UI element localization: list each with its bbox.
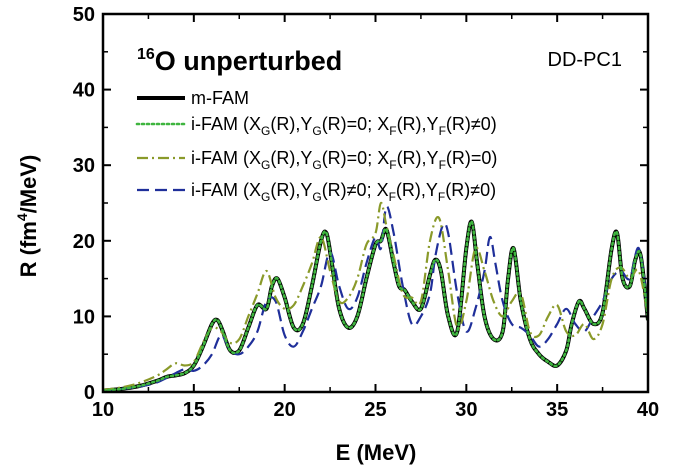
x-tick-label: 30 — [455, 399, 477, 421]
x-tick-label: 10 — [92, 399, 114, 421]
y-axis-label-exponent: 4 — [14, 213, 30, 221]
legend-label-segment: (R),Y — [397, 114, 439, 134]
y-tick-label: 10 — [73, 306, 95, 328]
legend-label-segment: (R),Y — [396, 180, 438, 200]
legend-label-segment: (R)≠0; X — [322, 180, 389, 200]
legend-label-segment: G — [312, 124, 321, 138]
legend-label-segment: F — [439, 124, 446, 138]
legend-label-segment: G — [261, 124, 270, 138]
x-tick-label: 20 — [274, 399, 296, 421]
legend-label-segment: G — [312, 190, 321, 204]
series-line-3 — [103, 205, 648, 392]
x-tick-label: 25 — [364, 399, 386, 421]
legend-label-2: i-FAM (XG(R),YG(R)=0; XF(R),YF(R)=0) — [191, 148, 497, 172]
x-axis-label: E (MeV) — [336, 440, 417, 465]
y-tick-label: 0 — [84, 382, 95, 404]
series-line-2 — [103, 201, 648, 391]
legend-label-segment: G — [261, 190, 270, 204]
y-tick-label: 20 — [73, 231, 95, 253]
legend-label-segment: (R)=0; X — [322, 114, 390, 134]
legend-label-segment: i-FAM (X — [191, 180, 261, 200]
legend-label-segment: m-FAM — [191, 88, 249, 108]
y-axis-label-main: R (fm — [16, 221, 41, 277]
x-tick-label: 15 — [183, 399, 205, 421]
x-tick-label: 35 — [546, 399, 568, 421]
y-axis-label: R (fm4/MeV) — [14, 155, 41, 278]
x-tick-label: 40 — [637, 399, 659, 421]
model-annotation: DD-PC1 — [548, 49, 622, 71]
legend-label-segment: i-FAM (X — [191, 114, 261, 134]
series-line-1 — [103, 220, 648, 392]
y-tick-label: 40 — [73, 80, 95, 102]
panel-title-superscript: 16 — [137, 46, 155, 63]
panel-title-text: O unperturbed — [155, 46, 343, 76]
legend-label-1: i-FAM (XG(R),YG(R)=0; XF(R),YF(R)≠0) — [191, 114, 497, 138]
legend-label-segment: (R)=0; X — [322, 148, 390, 168]
legend-label-segment: F — [389, 124, 396, 138]
y-axis-label-unit: /MeV) — [16, 155, 41, 214]
y-tick-label: 50 — [73, 4, 95, 26]
legend-label-segment: (R)≠0) — [445, 180, 496, 200]
legend-label-segment: F — [389, 158, 396, 172]
legend-label-segment: F — [389, 190, 396, 204]
legend-label-segment: F — [438, 190, 445, 204]
legend-label-segment: (R)=0) — [446, 148, 498, 168]
legend-label-segment: G — [312, 158, 321, 172]
series-layer — [103, 201, 648, 392]
panel-title: 16O unperturbed — [137, 46, 342, 76]
legend-label-segment: (R),Y — [397, 148, 439, 168]
legend-label-segment: (R)≠0) — [446, 114, 497, 134]
legend-label-3: i-FAM (XG(R),YG(R)≠0; XF(R),YF(R)≠0) — [191, 180, 496, 204]
legend-label-segment: (R),Y — [270, 114, 312, 134]
legend-label-segment: (R),Y — [270, 148, 312, 168]
legend-label-segment: i-FAM (X — [191, 148, 261, 168]
legend-label-segment: (R),Y — [270, 180, 312, 200]
y-tick-label: 30 — [73, 155, 95, 177]
legend-label-segment: F — [439, 158, 446, 172]
legend-label-segment: G — [261, 158, 270, 172]
legend-label-0: m-FAM — [191, 88, 249, 108]
